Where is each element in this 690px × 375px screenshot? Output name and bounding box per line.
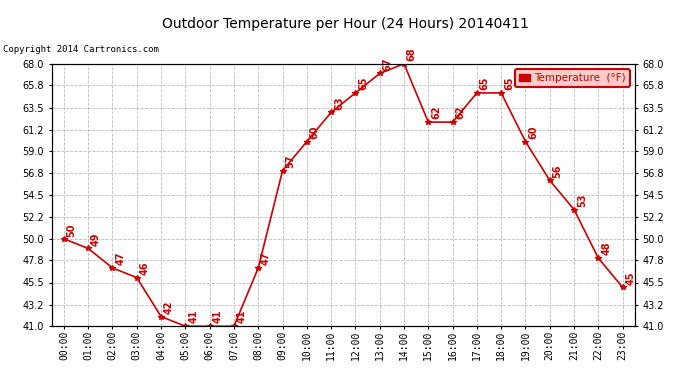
Text: 45: 45 [625, 271, 635, 285]
Text: 42: 42 [164, 300, 174, 314]
Text: 62: 62 [431, 106, 441, 119]
Text: 60: 60 [310, 125, 319, 139]
Text: 57: 57 [286, 154, 295, 168]
Text: 41: 41 [188, 310, 198, 324]
Text: 63: 63 [334, 96, 344, 109]
Text: Outdoor Temperature per Hour (24 Hours) 20140411: Outdoor Temperature per Hour (24 Hours) … [161, 17, 529, 31]
Text: 41: 41 [237, 310, 247, 324]
Text: 49: 49 [91, 232, 101, 246]
Text: 62: 62 [455, 106, 465, 119]
Text: 60: 60 [529, 125, 538, 139]
Text: 56: 56 [553, 164, 562, 178]
Text: 48: 48 [601, 242, 611, 255]
Text: 65: 65 [358, 76, 368, 90]
Text: 68: 68 [407, 47, 417, 61]
Text: 47: 47 [115, 252, 126, 265]
Text: 46: 46 [139, 261, 150, 275]
Text: 67: 67 [382, 57, 393, 71]
Legend: Temperature  (°F): Temperature (°F) [515, 69, 629, 87]
Text: 65: 65 [504, 76, 514, 90]
Text: Copyright 2014 Cartronics.com: Copyright 2014 Cartronics.com [3, 45, 159, 54]
Text: 47: 47 [261, 252, 271, 265]
Text: 50: 50 [67, 224, 77, 237]
Text: 65: 65 [480, 76, 490, 90]
Text: 41: 41 [213, 310, 222, 324]
Text: 53: 53 [577, 193, 586, 207]
